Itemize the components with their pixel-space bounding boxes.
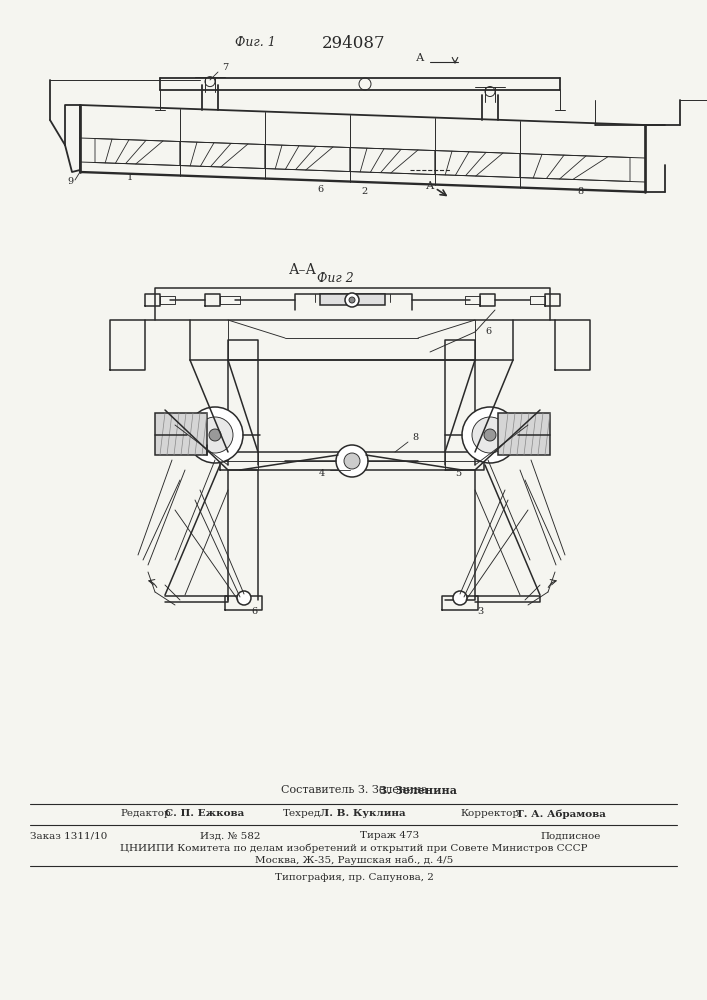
- Circle shape: [462, 407, 518, 463]
- Circle shape: [209, 429, 221, 441]
- Text: 4: 4: [319, 470, 325, 479]
- Circle shape: [344, 453, 360, 469]
- Text: ЦНИИПИ Комитета по делам изобретений и открытий при Совете Министров СССР: ЦНИИПИ Комитета по делам изобретений и о…: [120, 843, 588, 853]
- Text: Типография, пр. Сапунова, 2: Типография, пр. Сапунова, 2: [274, 874, 433, 882]
- Text: Фиг. 1: Фиг. 1: [235, 35, 275, 48]
- Text: А–А: А–А: [289, 263, 317, 277]
- Circle shape: [349, 297, 355, 303]
- Text: Москва, Ж-35, Раушская наб., д. 4/5: Москва, Ж-35, Раушская наб., д. 4/5: [255, 855, 453, 865]
- Text: Заказ 1311/10: Заказ 1311/10: [30, 832, 107, 840]
- Text: 294087: 294087: [322, 34, 386, 51]
- Text: З. Зеленина: З. Зеленина: [379, 784, 457, 796]
- Text: Техред: Техред: [283, 810, 321, 818]
- Text: А: А: [426, 181, 434, 191]
- Text: 7: 7: [222, 64, 228, 73]
- Circle shape: [237, 591, 251, 605]
- Text: Подписное: Подписное: [540, 832, 600, 840]
- Text: Фиг 2: Фиг 2: [317, 271, 354, 284]
- Text: Корректор: Корректор: [460, 810, 519, 818]
- Circle shape: [187, 407, 243, 463]
- Bar: [498, 413, 550, 455]
- Text: 9: 9: [67, 178, 73, 186]
- Text: С. П. Ежкова: С. П. Ежкова: [165, 810, 244, 818]
- Text: 2: 2: [362, 188, 368, 196]
- Text: 3: 3: [477, 607, 483, 616]
- Bar: [155, 413, 207, 455]
- Text: 6: 6: [317, 186, 323, 194]
- Text: Составитель З. Зеленина: Составитель З. Зеленина: [281, 785, 427, 795]
- Text: Изд. № 582: Изд. № 582: [200, 832, 260, 840]
- Text: 1: 1: [127, 172, 133, 182]
- Text: Л. В. Куклина: Л. В. Куклина: [320, 810, 406, 818]
- Text: 8: 8: [412, 434, 418, 442]
- Circle shape: [453, 591, 467, 605]
- Text: Редактор: Редактор: [120, 810, 171, 818]
- Text: 5: 5: [455, 470, 461, 479]
- Circle shape: [345, 293, 359, 307]
- Circle shape: [336, 445, 368, 477]
- Text: 8: 8: [577, 188, 583, 196]
- Text: 6: 6: [485, 328, 491, 336]
- Circle shape: [472, 417, 508, 453]
- Circle shape: [197, 417, 233, 453]
- Text: Т. А. Абрамова: Т. А. Абрамова: [516, 809, 606, 819]
- Text: А: А: [416, 53, 424, 63]
- Text: 6: 6: [251, 607, 257, 616]
- Bar: [320, 294, 385, 305]
- Text: Тираж 473: Тираж 473: [360, 832, 419, 840]
- Circle shape: [484, 429, 496, 441]
